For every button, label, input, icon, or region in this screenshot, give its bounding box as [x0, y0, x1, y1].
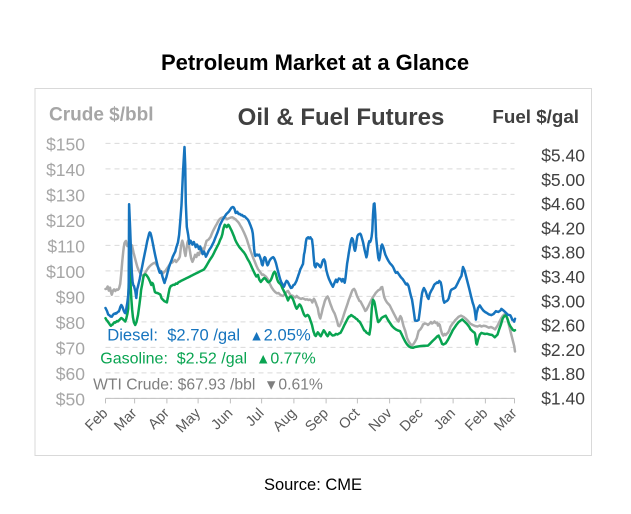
svg-text:$5.00: $5.00: [541, 170, 585, 190]
svg-text:$5.40: $5.40: [541, 146, 585, 166]
svg-text:Source: CME: Source: CME: [264, 476, 362, 494]
svg-text:$3.40: $3.40: [541, 267, 585, 287]
svg-text:$120: $120: [46, 211, 85, 231]
svg-text:$140: $140: [46, 160, 85, 180]
svg-text:Fuel $/gal: Fuel $/gal: [492, 106, 579, 127]
svg-text:Petroleum Market at a Glance: Petroleum Market at a Glance: [161, 50, 469, 75]
svg-text:$110: $110: [47, 236, 85, 256]
svg-text:$100: $100: [46, 262, 85, 282]
svg-text:$60: $60: [56, 364, 85, 384]
svg-text:$3.80: $3.80: [541, 243, 585, 263]
svg-text:$50: $50: [56, 389, 85, 409]
svg-text:$90: $90: [56, 287, 85, 307]
svg-text:$2.60: $2.60: [541, 316, 585, 336]
svg-text:$70: $70: [56, 338, 85, 358]
svg-text:$130: $130: [46, 185, 85, 205]
svg-text:$3.00: $3.00: [541, 291, 585, 311]
svg-text:Diesel: $2.70 /gal ▲2.05%: Diesel: $2.70 /gal ▲2.05%: [107, 326, 311, 345]
svg-text:$1.40: $1.40: [541, 388, 585, 408]
svg-text:$4.60: $4.60: [541, 194, 585, 214]
svg-text:$1.80: $1.80: [541, 364, 585, 384]
svg-text:WTI Crude: $67.93 /bbl ▼0.61%: WTI Crude: $67.93 /bbl ▼0.61%: [93, 377, 323, 394]
svg-text:Crude $/bbl: Crude $/bbl: [49, 105, 154, 126]
svg-text:$150: $150: [46, 134, 85, 154]
svg-text:$4.20: $4.20: [541, 218, 585, 238]
svg-text:$80: $80: [56, 313, 85, 333]
svg-text:Gasoline: $2.52 /gal ▲0.77%: Gasoline: $2.52 /gal ▲0.77%: [100, 351, 315, 368]
svg-text:$2.20: $2.20: [541, 340, 585, 360]
svg-text:Oil & Fuel Futures: Oil & Fuel Futures: [238, 104, 445, 131]
